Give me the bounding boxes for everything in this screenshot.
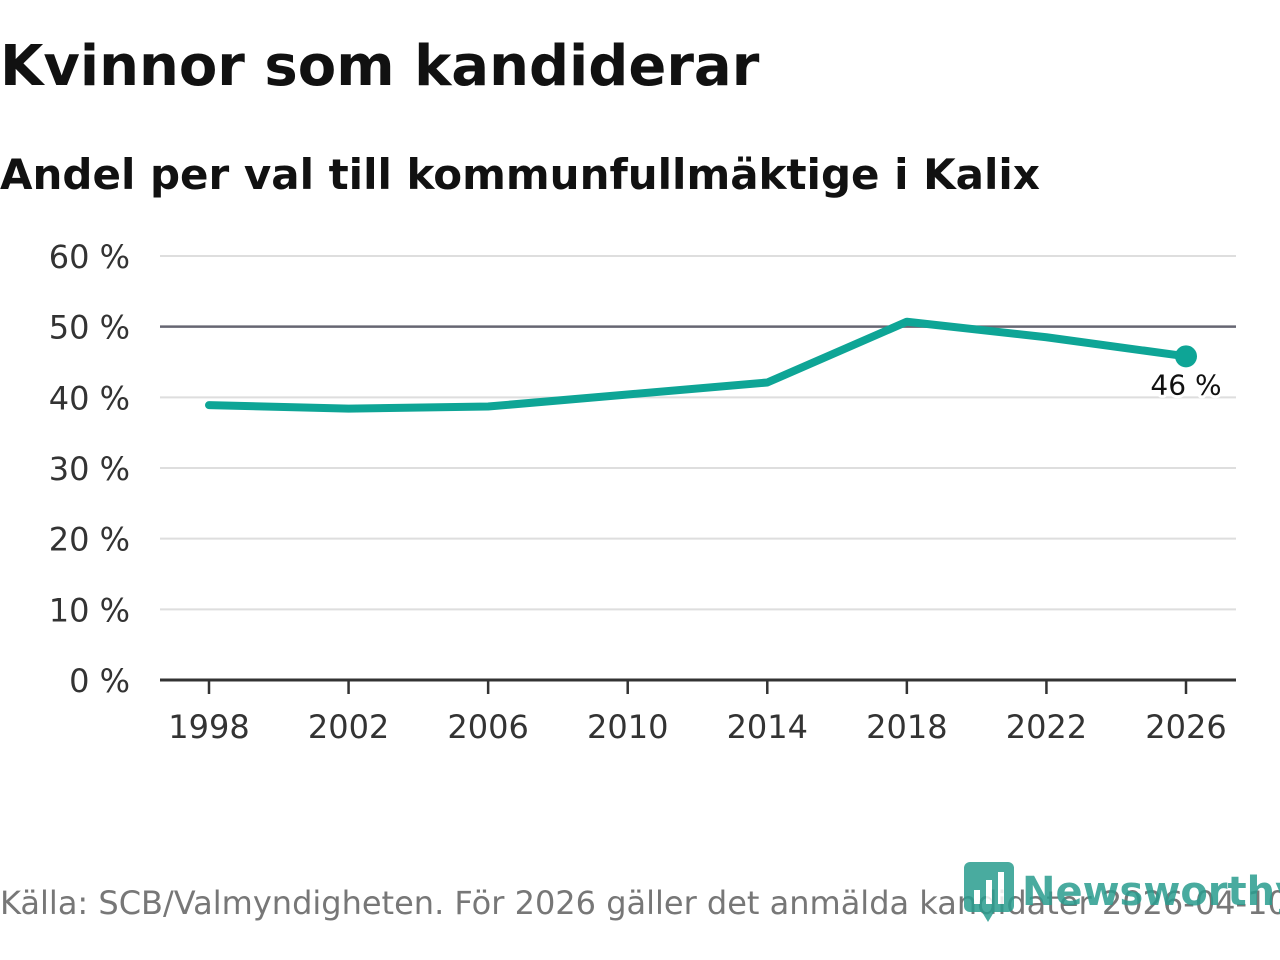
data-point xyxy=(624,391,632,399)
y-tick-label: 50 % xyxy=(49,309,130,347)
x-tick-label: 2026 xyxy=(1145,708,1226,746)
y-tick-label: 20 % xyxy=(49,521,130,559)
x-tick-label: 2022 xyxy=(1006,708,1087,746)
data-point xyxy=(1042,333,1050,341)
x-tick-label: 2014 xyxy=(727,708,808,746)
last-point-marker xyxy=(1175,345,1197,368)
data-point xyxy=(205,401,213,409)
newsworthy-logo: Newsworthy xyxy=(964,862,1280,922)
y-tick-label: 60 % xyxy=(49,238,130,276)
x-tick-label: 2006 xyxy=(447,708,528,746)
bar-chart-icon xyxy=(964,862,1014,922)
data-point xyxy=(763,378,771,386)
x-tick-label: 2010 xyxy=(587,708,668,746)
y-tick-label: 10 % xyxy=(49,591,130,629)
data-point xyxy=(484,403,492,411)
data-point xyxy=(903,318,911,326)
axes: 0 % 10 % 20 % 30 % 40 % 50 % 60 % 1998 2002 2006 2… xyxy=(49,238,1236,746)
end-value-label: 46 % xyxy=(1150,368,1221,401)
source-note: Källa: SCB/Valmyndigheten. För 2026 gäll… xyxy=(0,884,1280,922)
x-tick-label: 1998 xyxy=(168,708,249,746)
gridlines xyxy=(160,255,1236,611)
chart-title: Kvinnor som kandiderar xyxy=(0,34,760,99)
series-line xyxy=(205,317,1190,413)
series xyxy=(205,317,1197,413)
chart-subtitle: Andel per val till kommunfullmäktige i K… xyxy=(0,150,1040,199)
x-tick-label: 2002 xyxy=(308,708,389,746)
y-tick-label: 40 % xyxy=(49,379,130,417)
x-tick-label: 2018 xyxy=(866,708,947,746)
data-point xyxy=(345,405,353,413)
y-tick-label: 0 % xyxy=(69,662,130,700)
brand-name: Newsworthy xyxy=(1022,869,1280,915)
labels: 46 % xyxy=(1147,365,1224,404)
y-tick-label: 30 % xyxy=(49,450,130,488)
